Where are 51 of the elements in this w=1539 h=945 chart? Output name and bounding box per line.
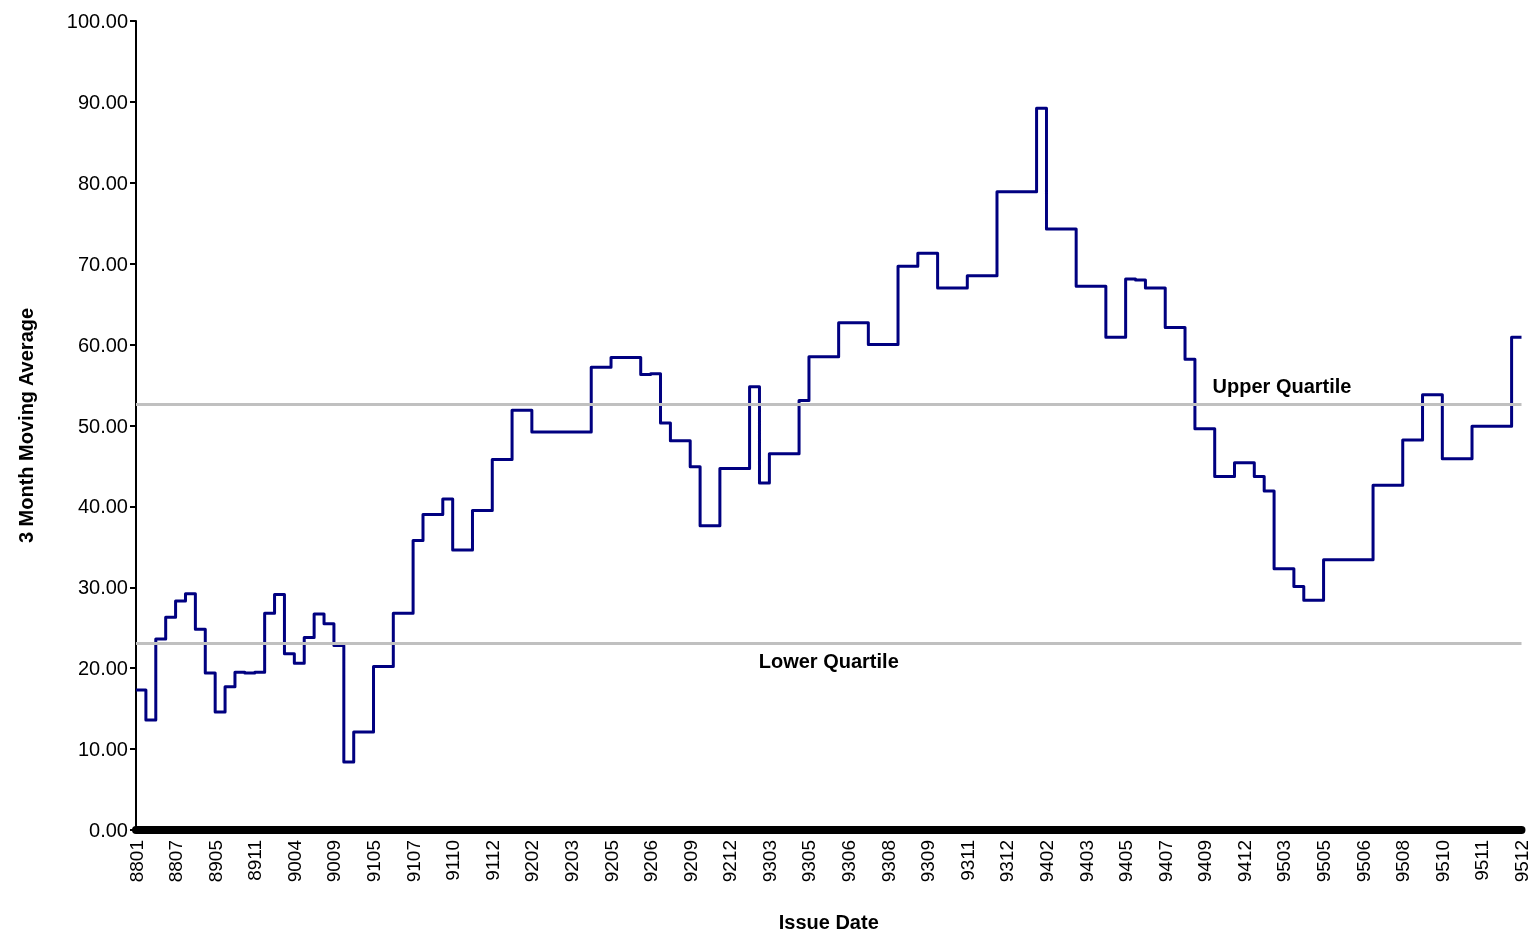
y-tick-label: 70.00: [77, 252, 128, 275]
x-tick-label: 9105: [363, 840, 385, 883]
x-tick-label: 9004: [283, 839, 305, 883]
x-tick-label: 9503: [1273, 840, 1295, 883]
x-tick-label: 9202: [521, 840, 543, 883]
y-tick-label: 10.00: [77, 738, 128, 761]
y-tick-label: 60.00: [77, 333, 128, 356]
y-tick-label: 90.00: [77, 90, 128, 113]
x-tick-label: 9205: [600, 840, 622, 883]
x-tick-label: 9506: [1352, 840, 1374, 883]
x-tick-label: 9505: [1313, 840, 1335, 883]
x-tick-label: 9407: [1154, 840, 1176, 883]
x-tick-label: 9312: [996, 840, 1018, 883]
x-tick-label: 9403: [1075, 840, 1097, 883]
x-tick-label: 9405: [1115, 840, 1137, 883]
x-tick-label: 9112: [481, 840, 503, 881]
x-tick-label: 9107: [402, 840, 424, 883]
x-tick-label: 8911: [244, 840, 266, 881]
x-tick-label: 9009: [323, 840, 345, 883]
x-tick-label: 9309: [917, 840, 939, 883]
x-tick-label: 9508: [1392, 840, 1414, 883]
y-tick-label: 30.00: [77, 576, 128, 599]
x-tick-label: 9308: [877, 840, 899, 883]
x-tick-label: 9212: [719, 840, 741, 883]
y-tick-label: 40.00: [77, 495, 128, 518]
x-tick-label: 9209: [679, 840, 701, 883]
y-tick-label: 50.00: [77, 414, 128, 437]
ref-line-label: Lower Quartile: [758, 650, 899, 673]
x-tick-label: 9306: [838, 840, 860, 883]
x-tick-label: 9412: [1233, 840, 1255, 883]
x-tick-label: 9510: [1431, 840, 1453, 883]
x-tick-label: 9402: [1035, 840, 1057, 883]
ref-line-label: Upper Quartile: [1212, 375, 1352, 398]
x-tick-label: 8807: [165, 840, 187, 883]
x-tick-label: 9203: [560, 840, 582, 883]
x-tick-label: 8905: [204, 840, 226, 883]
y-tick-label: 100.00: [66, 10, 128, 32]
x-tick-label: 9110: [442, 840, 464, 881]
x-tick-label: 9206: [640, 840, 662, 883]
x-tick-label: 9409: [1194, 840, 1216, 883]
y-tick-label: 80.00: [77, 171, 128, 194]
x-tick-label: 9305: [798, 840, 820, 883]
x-axis-title: Issue Date: [778, 911, 879, 933]
x-tick-label: 9511: [1471, 840, 1493, 881]
x-tick-label: 8801: [125, 840, 147, 883]
y-tick-label: 20.00: [77, 657, 128, 680]
x-tick-label: 9303: [758, 840, 780, 883]
x-tick-label: 9512: [1511, 840, 1532, 883]
y-axis-title: 3 Month Moving Average: [15, 307, 37, 544]
y-tick-label: 0.00: [89, 819, 128, 841]
x-tick-label: 9311: [956, 840, 978, 881]
